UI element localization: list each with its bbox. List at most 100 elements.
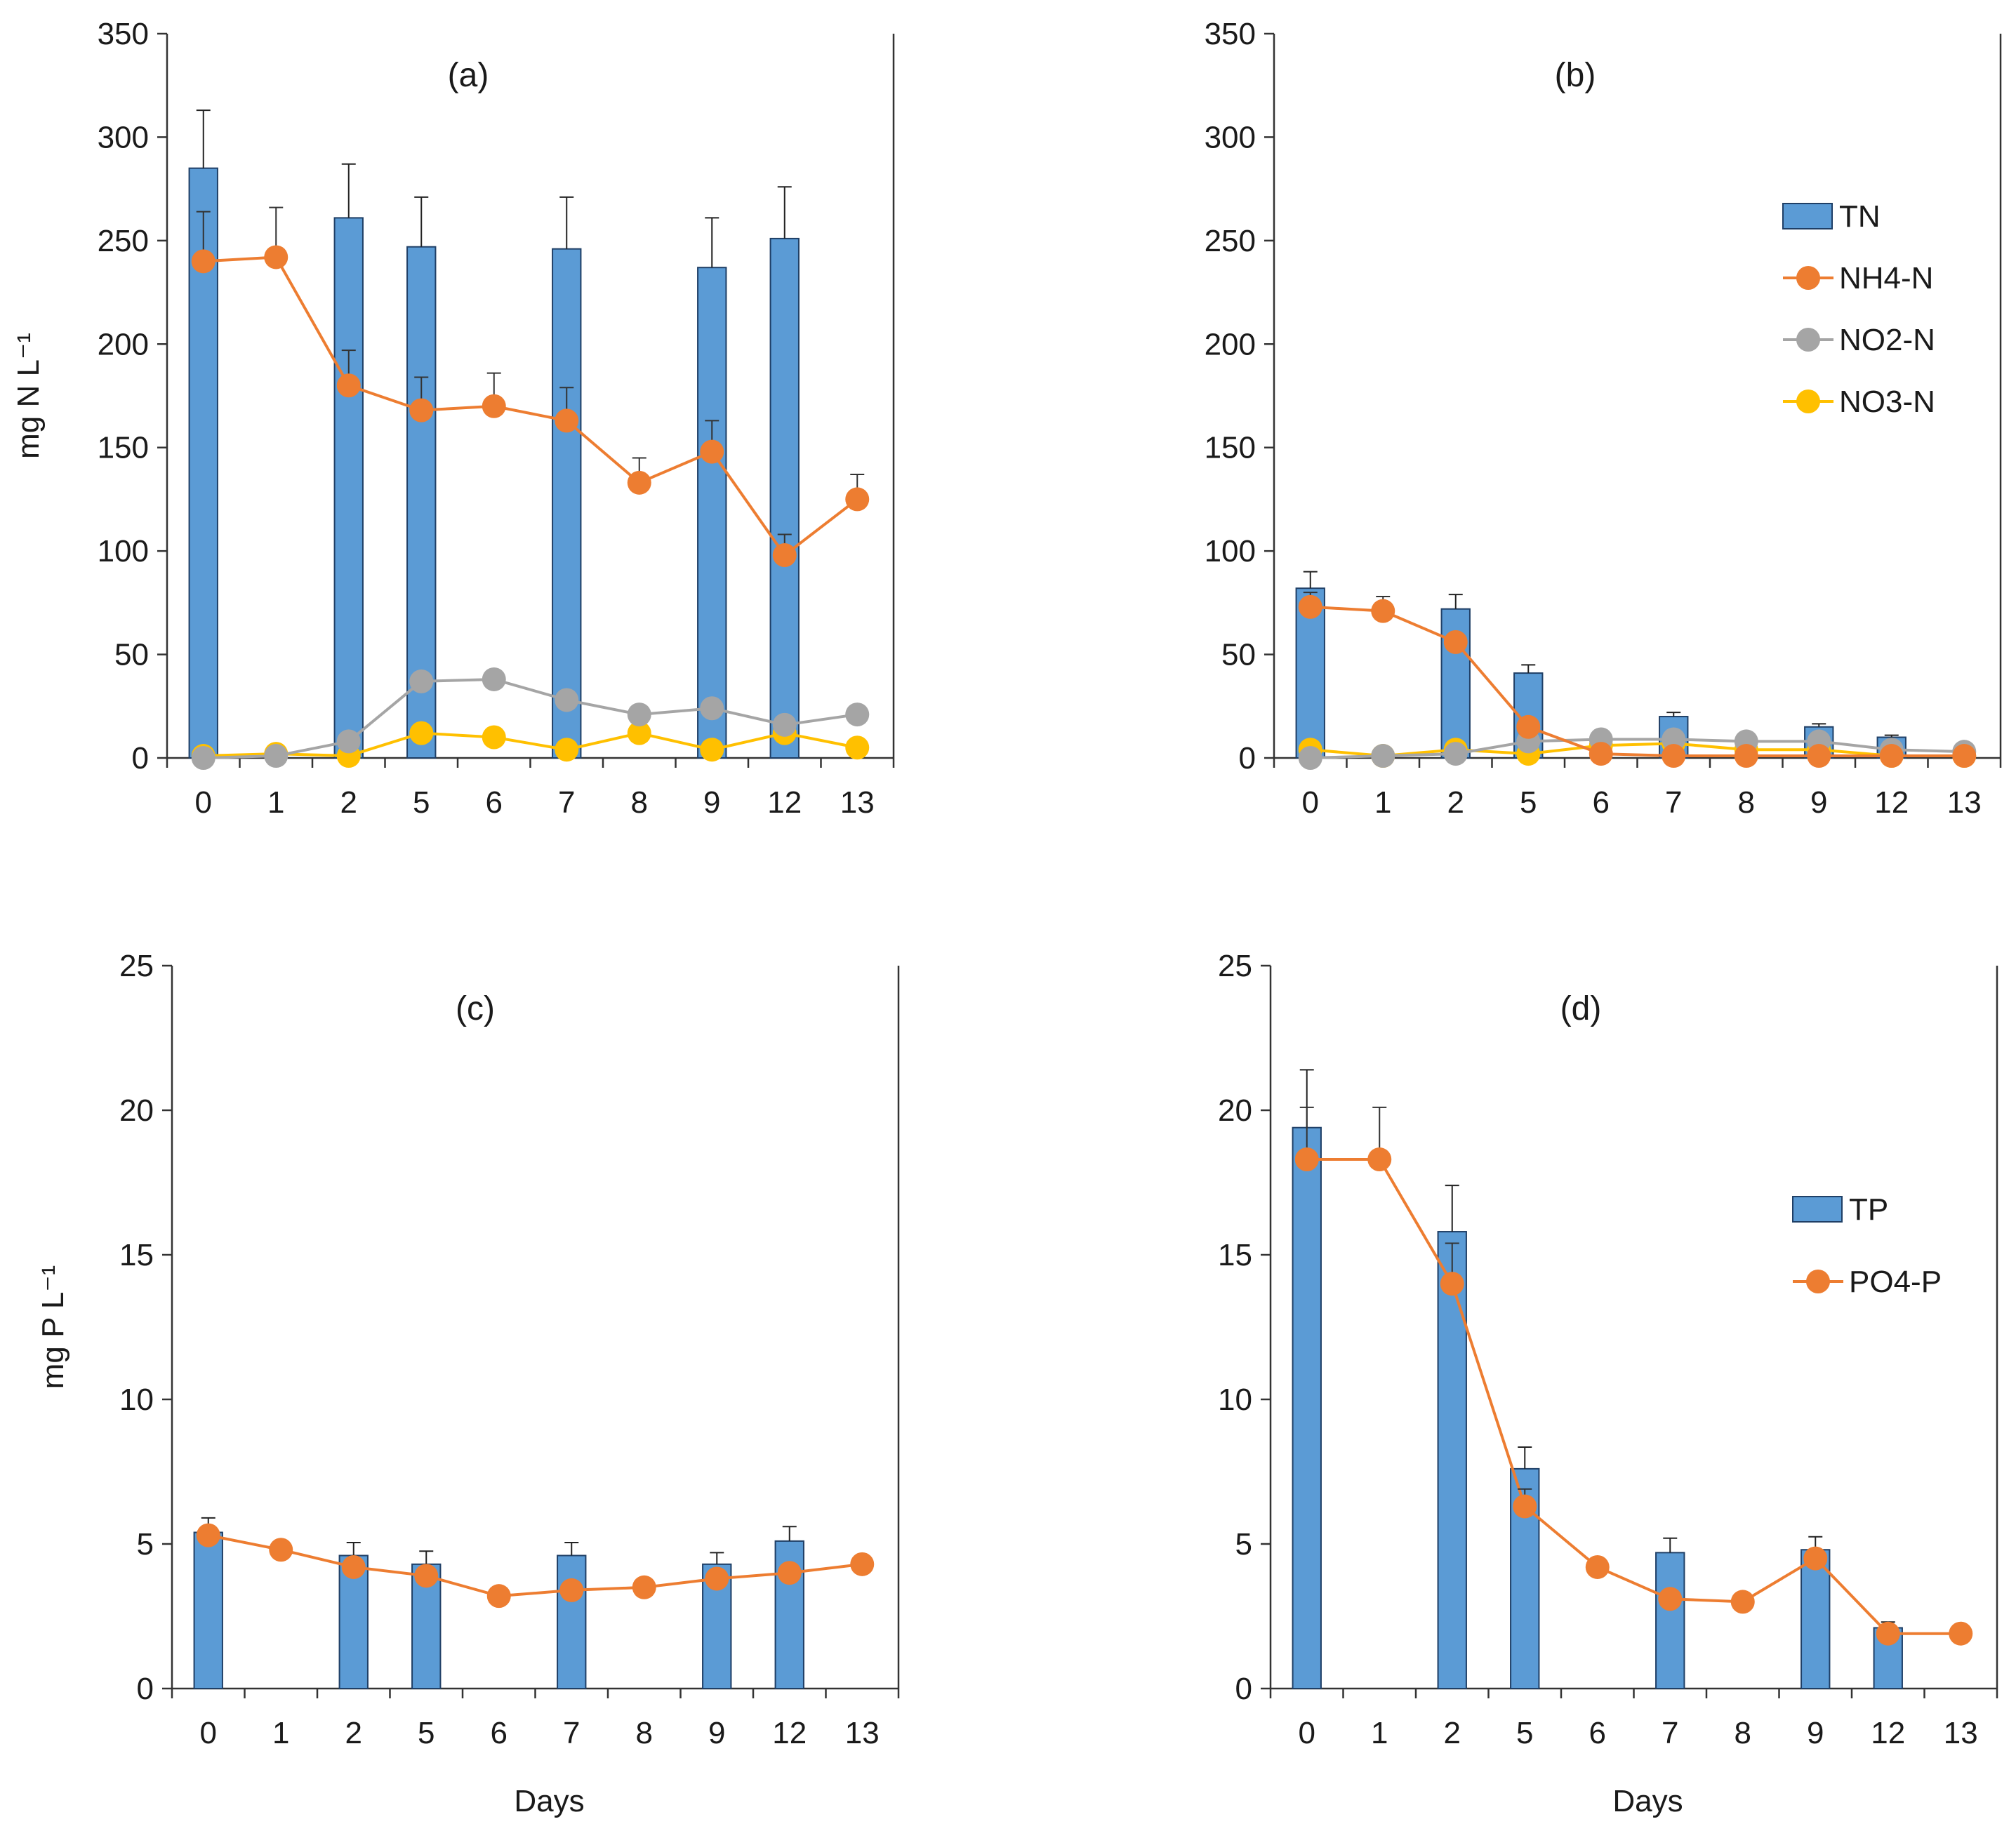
x-tick-label: 8: [1738, 785, 1755, 820]
x-tick-label: 7: [1665, 785, 1682, 820]
x-tick-label: 6: [491, 1716, 508, 1750]
point-nh4-n: [1443, 630, 1468, 654]
line-po4-p: [208, 1533, 863, 1598]
panel-title: (c): [456, 990, 495, 1027]
point-no3-n: [555, 738, 579, 762]
point-no2-n: [845, 703, 870, 727]
point-no2-n: [1298, 746, 1322, 770]
x-tick-label: 13: [845, 1716, 880, 1750]
point-po4-p: [559, 1578, 584, 1602]
x-tick-label: 0: [195, 785, 212, 820]
point-po4-p: [632, 1575, 656, 1599]
line-no3-n: [1310, 742, 1965, 758]
point-nh4-n: [482, 394, 506, 418]
y-tick-label: 20: [119, 1093, 154, 1128]
x-tick-label: 12: [1874, 785, 1909, 820]
x-tick-label: 12: [772, 1716, 807, 1750]
legend-label: TN: [1839, 199, 1881, 234]
point-nh4-n: [1879, 744, 1904, 768]
y-tick-label: 300: [1205, 120, 1256, 154]
y-tick-label: 5: [137, 1527, 154, 1562]
x-tick-label: 5: [413, 785, 430, 820]
x-tick-label: 9: [703, 785, 720, 820]
x-tick-label: 2: [1447, 785, 1464, 820]
panel-title: (b): [1555, 57, 1596, 94]
point-nh4-n: [264, 245, 289, 269]
point-no3-n: [627, 721, 651, 745]
y-tick-label: 250: [1205, 224, 1256, 258]
panel-title: (a): [448, 57, 489, 94]
x-tick-label: 2: [340, 785, 357, 820]
y-axis-title: mg P L⁻¹: [36, 1265, 70, 1389]
y-tick-label: 50: [1221, 638, 1256, 672]
legend-label: TP: [1849, 1192, 1888, 1227]
x-tick-label: 0: [200, 1716, 217, 1750]
point-po4-p: [705, 1566, 729, 1591]
x-tick-label: 5: [1516, 1716, 1533, 1750]
point-nh4-n: [627, 470, 651, 495]
bar-tp: [557, 1554, 587, 1689]
point-po4-p: [1513, 1494, 1537, 1519]
y-tick-label: 350: [1205, 17, 1256, 51]
y-tick-label: 150: [98, 431, 149, 465]
legend-label: NH4-N: [1839, 261, 1933, 295]
point-po4-p: [1949, 1621, 1973, 1646]
bar-tp: [193, 1531, 223, 1690]
y-tick-label: 200: [98, 327, 149, 361]
x-tick-label: 2: [1444, 1716, 1461, 1750]
legend-swatch-tn: [1782, 203, 1833, 229]
line-nh4-n: [203, 255, 858, 557]
x-tick-label: 5: [418, 1716, 435, 1750]
x-tick-label: 0: [1302, 785, 1319, 820]
point-nh4-n: [409, 398, 434, 422]
point-no2-n: [700, 696, 724, 721]
point-po4-p: [1658, 1587, 1683, 1611]
point-po4-p: [486, 1584, 511, 1609]
x-tick-label: 0: [1299, 1716, 1315, 1750]
point-nh4-n: [772, 543, 797, 568]
point-nh4-n: [1371, 599, 1395, 623]
point-nh4-n: [1298, 594, 1322, 619]
y-tick-label: 300: [98, 120, 149, 154]
bar-tn: [769, 237, 800, 759]
y-tick-label: 100: [98, 534, 149, 568]
point-nh4-n: [700, 439, 724, 464]
legend-marker-po4-p: [1806, 1270, 1830, 1293]
point-no2-n: [482, 667, 506, 691]
y-axis-title: mg N L⁻¹: [11, 333, 46, 459]
point-no3-n: [482, 725, 506, 750]
bar-tn: [697, 267, 727, 759]
x-tick-label: 9: [1810, 785, 1827, 820]
y-tick-label: 100: [1205, 534, 1256, 568]
point-no2-n: [772, 712, 797, 737]
point-no2-n: [1371, 744, 1395, 768]
y-tick-label: 10: [119, 1383, 154, 1417]
point-po4-p: [850, 1552, 875, 1576]
point-po4-p: [1294, 1147, 1319, 1172]
y-tick-label: 0: [137, 1672, 154, 1706]
y-tick-label: 15: [1218, 1238, 1252, 1272]
point-no2-n: [409, 669, 434, 693]
point-no2-n: [627, 703, 651, 727]
point-po4-p: [1585, 1554, 1610, 1579]
bar-tp: [1292, 1126, 1322, 1689]
point-no2-n: [555, 688, 579, 712]
y-tick-label: 25: [1218, 949, 1252, 983]
point-po4-p: [1803, 1546, 1828, 1571]
y-tick-label: 200: [1205, 327, 1256, 361]
x-tick-label: 7: [1662, 1716, 1678, 1750]
point-nh4-n: [1662, 744, 1686, 768]
x-tick-label: 7: [563, 1716, 580, 1750]
x-tick-label: 13: [1947, 785, 1982, 820]
point-no3-n: [700, 738, 724, 762]
point-nh4-n: [1589, 742, 1613, 766]
bar-tp: [1655, 1552, 1685, 1690]
x-tick-label: 12: [1871, 1716, 1905, 1750]
point-no3-n: [409, 721, 434, 745]
y-tick-label: 20: [1218, 1093, 1252, 1128]
panel-title: (d): [1560, 990, 1602, 1027]
y-tick-label: 150: [1205, 431, 1256, 465]
point-nh4-n: [1516, 714, 1541, 739]
bar-tp: [1437, 1231, 1467, 1690]
